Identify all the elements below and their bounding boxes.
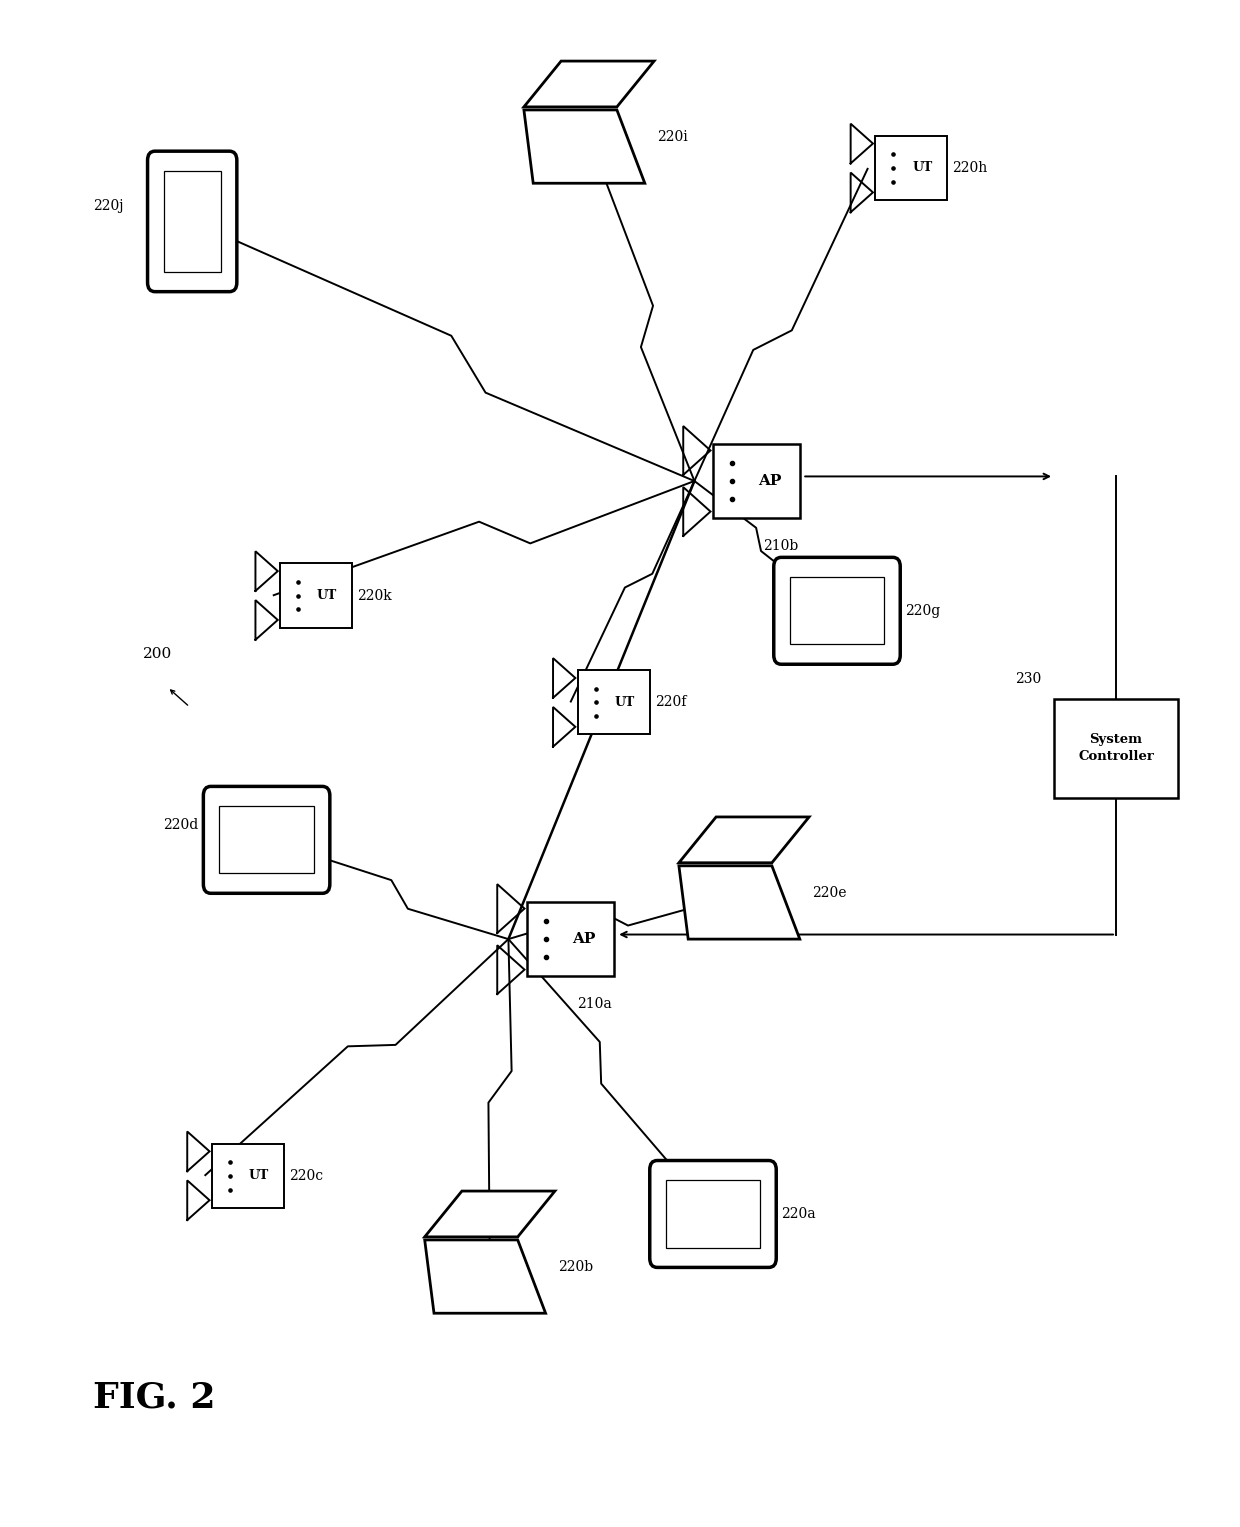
Text: 220c: 220c [289, 1168, 324, 1183]
FancyBboxPatch shape [212, 1144, 284, 1208]
Text: 220d: 220d [164, 817, 198, 832]
FancyBboxPatch shape [774, 557, 900, 664]
Text: 220a: 220a [781, 1206, 816, 1222]
FancyBboxPatch shape [713, 444, 800, 518]
FancyBboxPatch shape [1054, 699, 1178, 797]
Text: 210b: 210b [763, 539, 797, 553]
Text: 220i: 220i [657, 130, 688, 145]
Polygon shape [523, 61, 655, 107]
FancyBboxPatch shape [203, 786, 330, 893]
Text: 220b: 220b [558, 1260, 593, 1275]
Text: UT: UT [615, 696, 635, 709]
FancyBboxPatch shape [650, 1161, 776, 1267]
Text: System
Controller: System Controller [1078, 733, 1154, 764]
FancyBboxPatch shape [578, 670, 650, 734]
Polygon shape [680, 866, 800, 939]
Text: UT: UT [317, 589, 337, 602]
Text: 230: 230 [1016, 672, 1042, 687]
Text: 220k: 220k [357, 588, 392, 603]
FancyBboxPatch shape [148, 151, 237, 292]
Text: 220e: 220e [812, 886, 847, 901]
Text: 220f: 220f [655, 695, 686, 710]
Text: AP: AP [758, 473, 781, 489]
FancyBboxPatch shape [164, 171, 221, 272]
FancyBboxPatch shape [875, 136, 947, 200]
FancyBboxPatch shape [790, 577, 884, 644]
Text: 220h: 220h [952, 160, 987, 176]
Text: FIG. 2: FIG. 2 [93, 1380, 216, 1414]
Text: UT: UT [249, 1170, 269, 1182]
FancyBboxPatch shape [666, 1180, 760, 1248]
Text: 200: 200 [143, 647, 172, 661]
FancyBboxPatch shape [219, 806, 314, 873]
Text: 220j: 220j [93, 199, 124, 214]
Polygon shape [424, 1240, 546, 1313]
Polygon shape [424, 1191, 556, 1237]
FancyBboxPatch shape [280, 563, 352, 628]
FancyBboxPatch shape [527, 902, 614, 976]
Text: AP: AP [572, 931, 595, 947]
Polygon shape [680, 817, 808, 863]
Text: 220g: 220g [905, 603, 940, 618]
Polygon shape [523, 110, 645, 183]
Text: UT: UT [913, 162, 932, 174]
Text: 210a: 210a [577, 997, 611, 1011]
